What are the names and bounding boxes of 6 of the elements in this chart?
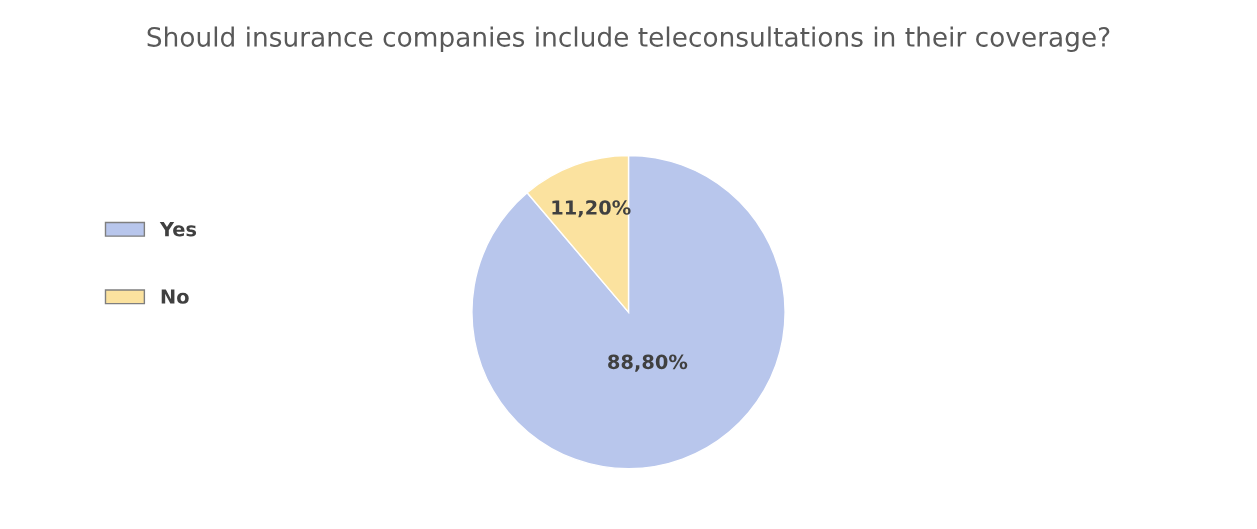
data-label: 88,80% [608,354,688,372]
pie-slice [471,154,786,470]
legend-label: Yes [159,221,197,237]
chart-title: Should insurance companies include teleconsultations in their coverage? [147,26,1110,52]
legend-label: No [161,289,189,304]
data-label: 11,20% [552,200,631,218]
